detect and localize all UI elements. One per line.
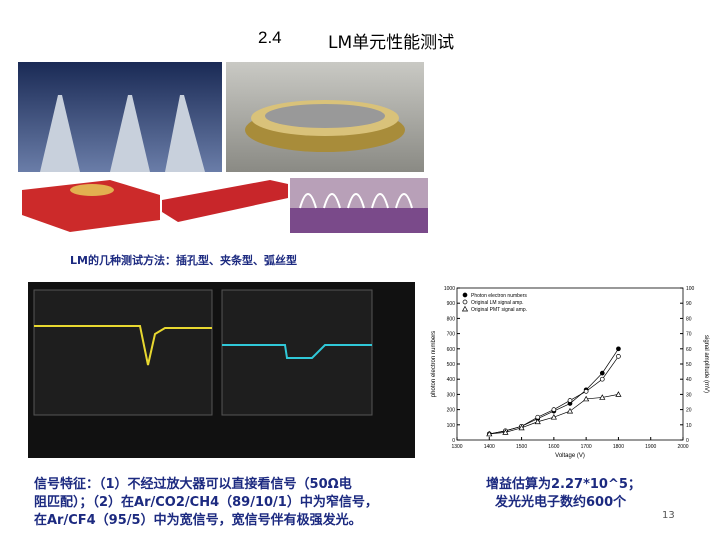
point [616, 346, 621, 352]
x-tick-label: 1600 [548, 444, 559, 450]
series-line [489, 348, 619, 435]
gain-text-2: 发光光电子数约600个 [495, 495, 627, 510]
series-line [489, 356, 619, 435]
arc-wires [299, 193, 413, 209]
legend-marker [462, 292, 468, 298]
y-tick-label: 100 [447, 423, 456, 429]
x-tick-label: 1300 [451, 444, 462, 450]
block-model [22, 180, 160, 232]
y-tick-label: 0 [452, 438, 455, 444]
y2-tick-label: 100 [686, 286, 695, 292]
legend-marker [461, 305, 469, 312]
legend-marker [462, 299, 468, 305]
y2-tick-label: 10 [686, 423, 692, 429]
page-number: 13 [662, 510, 675, 521]
needles [40, 95, 205, 172]
y2-tick-label: 70 [686, 332, 692, 338]
x-tick-label: 1400 [484, 444, 495, 450]
x-tick-label: 1900 [645, 444, 656, 450]
y2-tick-label: 50 [686, 362, 692, 368]
gain-text-1: 增益估算为2.27*10^5； [486, 477, 641, 492]
y-tick-label: 200 [447, 408, 456, 414]
legend-label: Original PMT signal amp. [471, 307, 527, 313]
point [534, 418, 541, 425]
point [502, 429, 509, 435]
point [616, 354, 621, 359]
scope-2-screen [221, 289, 373, 416]
y-tick-label: 500 [447, 362, 456, 368]
x-tick-label: 1500 [516, 444, 527, 450]
y2-tick-label: 20 [686, 408, 692, 414]
y2-tick-label: 0 [686, 438, 689, 444]
bar-model [162, 180, 288, 222]
signal-text-1: 信号特征：（1）不经过放大器可以直接看信号（50Ω电 [34, 477, 352, 492]
y2-tick-label: 30 [686, 392, 692, 398]
y2-tick-label: 90 [686, 301, 692, 307]
y-tick-label: 600 [447, 347, 456, 353]
legend-label: Photon electron numbers [471, 293, 527, 299]
scope-2-trace [222, 344, 372, 359]
point [599, 376, 605, 382]
block-hole [70, 184, 114, 196]
point [566, 407, 574, 414]
x-axis-label: Voltage (V) [555, 453, 585, 459]
signal-text-3: 在Ar/CF4（95/5）中为宽信号，宽信号伴有极强发光。 [34, 513, 362, 528]
point [518, 424, 525, 431]
section-number: 2.4 [258, 28, 282, 47]
legend-label: Original LM signal amp. [471, 300, 524, 306]
signal-text-2: 阻匹配）；（2）在Ar/CO2/CH4（89/10/1）中为窄信号， [34, 495, 378, 510]
y2-tick-label: 40 [686, 377, 692, 383]
ring-hole [265, 104, 385, 128]
y-tick-label: 300 [447, 392, 456, 398]
y2-tick-label: 60 [686, 347, 692, 353]
chart: 1300 1400 1500 1600 1700 1800 1900 200001002003… [431, 286, 709, 459]
caption: LM的几种测试方法：插孔型、夹条型、弧丝型 [70, 254, 297, 267]
y-tick-label: 1000 [444, 286, 455, 292]
point [583, 389, 589, 394]
y-tick-label: 700 [447, 332, 456, 338]
point [550, 413, 557, 420]
slide-title: LM单元性能测试 [328, 33, 455, 53]
point [599, 394, 606, 400]
y2-axis-label: signal amplitude (mV) [703, 335, 709, 393]
point [551, 407, 557, 412]
x-tick-label: 1700 [581, 444, 592, 450]
y-tick-label: 900 [447, 301, 456, 307]
point [615, 391, 622, 397]
x-tick-label: 2000 [677, 444, 688, 450]
y-tick-label: 400 [447, 377, 456, 383]
point [583, 395, 590, 402]
arc-base [290, 208, 428, 233]
scope-1-screen [33, 289, 213, 416]
y-tick-label: 800 [447, 316, 456, 322]
y-axis-label: photon electron numbers [431, 331, 437, 397]
point [567, 398, 573, 403]
scope-1-trace [34, 325, 212, 366]
x-tick-label: 1800 [613, 444, 624, 450]
point [486, 430, 493, 437]
point [599, 370, 605, 376]
y2-tick-label: 80 [686, 316, 692, 322]
